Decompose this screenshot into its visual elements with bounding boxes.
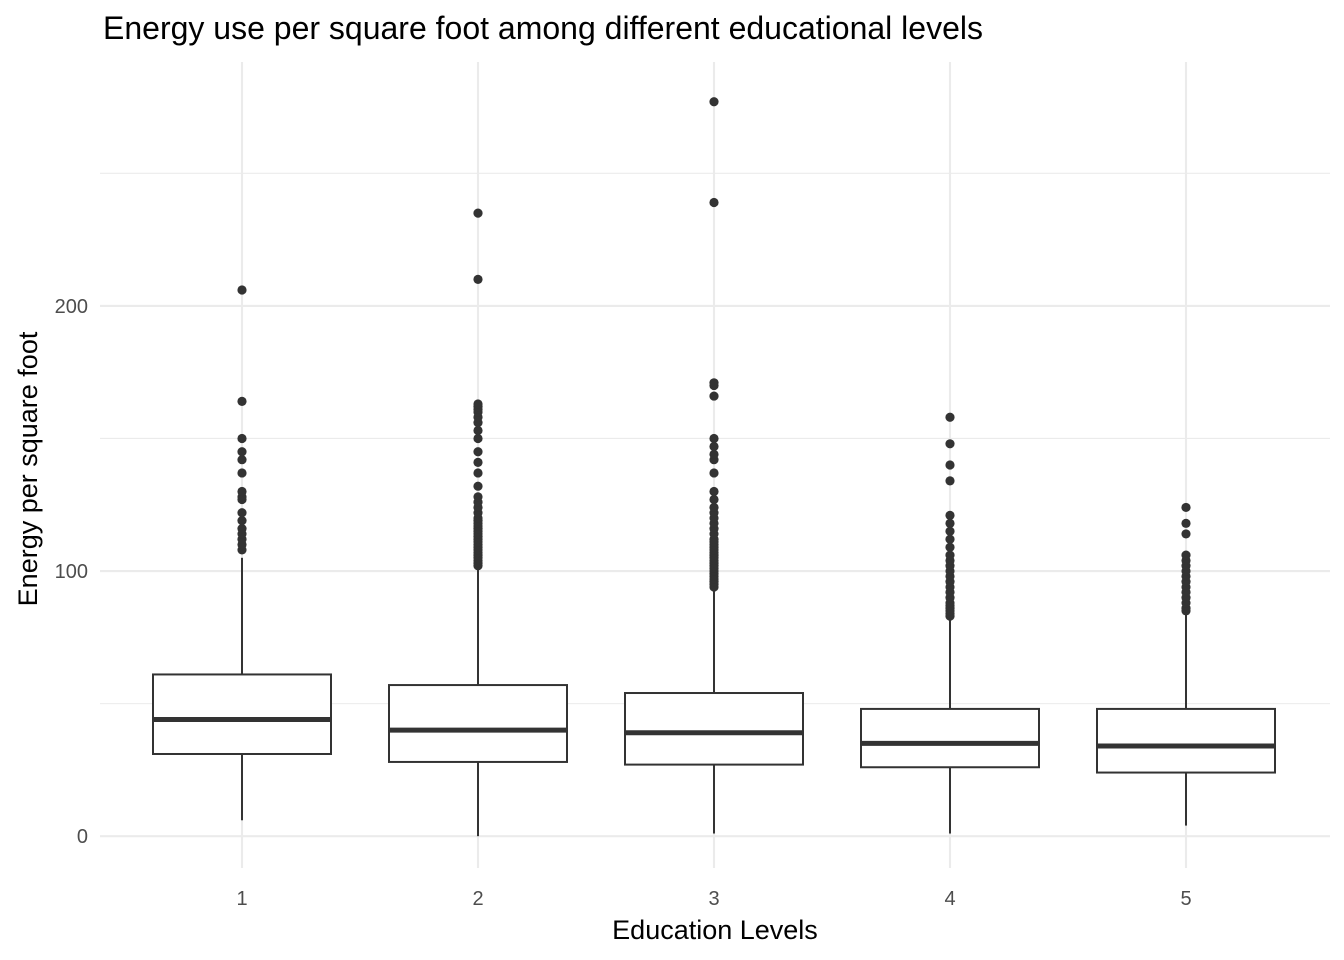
outlier-point [709, 486, 719, 497]
box-iqr [388, 684, 568, 763]
outlier-point [1181, 550, 1191, 560]
outlier-point [945, 476, 955, 486]
outlier-point [237, 508, 247, 518]
outlier-point [473, 447, 483, 457]
y-tick-label: 200 [55, 296, 88, 318]
box-3 [624, 97, 804, 834]
outlier-point [709, 502, 719, 513]
x-tick-label: 5 [1180, 888, 1191, 910]
outlier-point [1181, 518, 1191, 528]
outlier-point [473, 399, 483, 409]
box-iqr [860, 707, 1040, 769]
x-tick-label: 1 [236, 888, 247, 910]
outlier-point [1181, 529, 1191, 539]
outlier-point [473, 457, 483, 467]
outlier-point [945, 526, 955, 536]
outlier-point [709, 197, 719, 208]
outlier-point [1181, 502, 1191, 513]
x-tick-label: 4 [944, 888, 955, 910]
box-iqr [152, 673, 332, 755]
box-iqr [624, 692, 804, 766]
outlier-point [709, 468, 719, 478]
outlier-point [473, 208, 483, 218]
outlier-point [709, 97, 719, 107]
outlier-point [945, 542, 955, 552]
x-axis-title: Education Levels [612, 915, 818, 945]
outlier-point [709, 391, 719, 401]
box-series [152, 97, 1276, 837]
box-5 [1096, 502, 1276, 826]
outlier-point [709, 433, 719, 444]
outlier-point [473, 481, 483, 491]
y-tick-label: 0 [77, 826, 88, 848]
outlier-point [237, 516, 247, 526]
outlier-point [473, 433, 483, 444]
outlier-point [237, 396, 247, 406]
outlier-point [473, 274, 483, 285]
outlier-point [945, 460, 955, 470]
outlier-point [473, 492, 483, 502]
outlier-point [473, 425, 483, 436]
outlier-point [237, 486, 247, 497]
box-iqr [1096, 707, 1276, 774]
outlier-point [945, 518, 955, 528]
box-1 [152, 285, 332, 821]
outlier-point [945, 534, 955, 544]
outlier-point [709, 449, 719, 459]
x-tick-label: 2 [472, 888, 483, 910]
outlier-point [709, 494, 719, 505]
outlier-point [945, 412, 955, 422]
box-4 [860, 412, 1040, 834]
outlier-point [237, 468, 247, 478]
outlier-point [237, 524, 247, 534]
axis-ticks: 0 100 200 1 2 3 4 5 [55, 296, 1192, 910]
outlier-point [237, 285, 247, 295]
outlier-point [945, 550, 955, 560]
outlier-point [945, 439, 955, 449]
y-tick-label: 100 [55, 561, 88, 583]
outlier-point [945, 510, 955, 520]
y-axis-title: Energy per square foot [13, 331, 43, 606]
outlier-point [237, 455, 247, 465]
outlier-point [237, 433, 247, 444]
box-2 [388, 208, 568, 837]
x-tick-label: 3 [708, 888, 719, 910]
outlier-point [473, 468, 483, 478]
outlier-point [709, 378, 719, 388]
chart-title: Energy use per square foot among differe… [103, 10, 983, 46]
outlier-point [237, 447, 247, 457]
outlier-point [709, 441, 719, 452]
